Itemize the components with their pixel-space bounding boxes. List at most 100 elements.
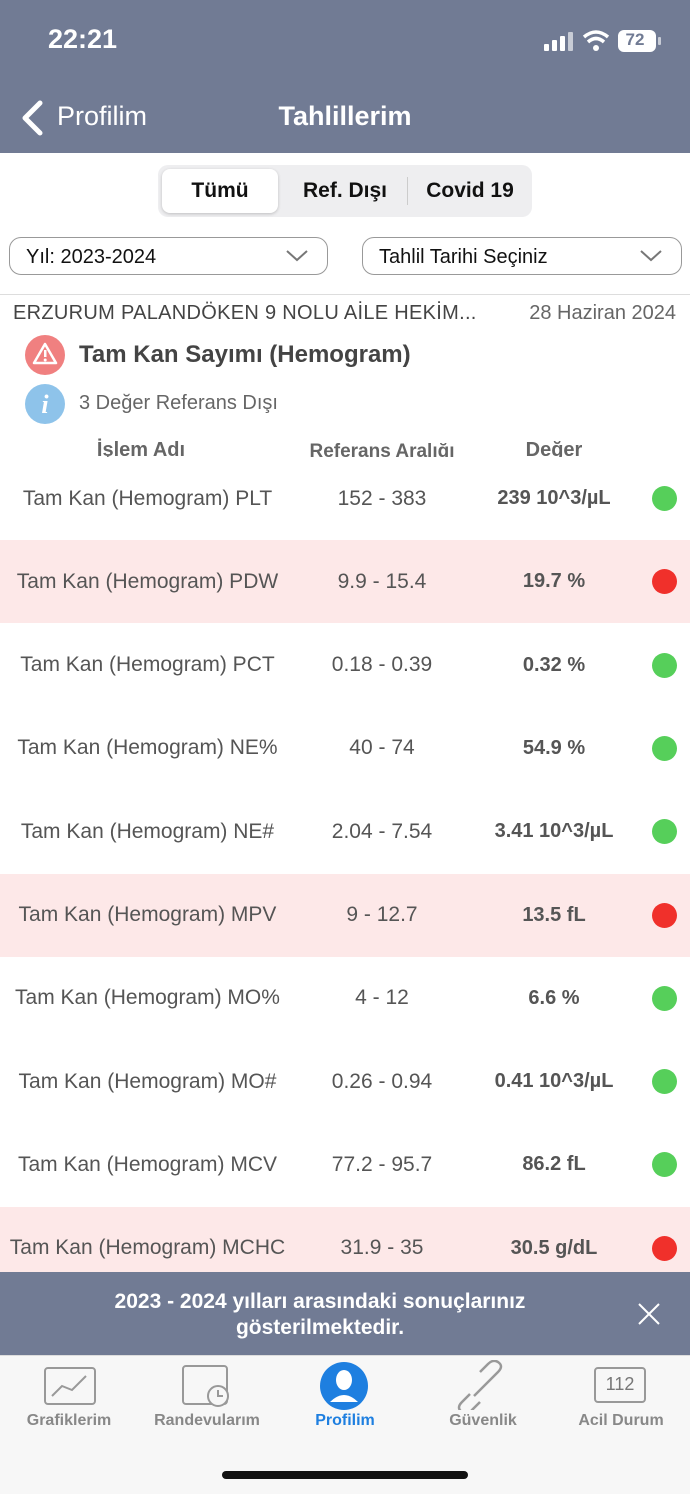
status-dot [652,652,677,678]
status-dot [652,902,677,928]
parameter-name: Tam Kan (Hemogram) PCT [20,653,275,677]
result-row[interactable]: Tam Kan (Hemogram) PDW 9.9 - 15.4 19.7 % [0,540,690,624]
test-parameter: Tam Kan (Hemogram) MCV [5,1123,290,1206]
test-parameter: Tam Kan (Hemogram) MCHC [5,1207,290,1272]
result-value: 3.41 10^3/µL [494,820,614,843]
result-row[interactable]: Tam Kan (Hemogram) MCHC 31.9 - 35 30.5 g/d… [0,1206,690,1272]
parameter-name: Tam Kan (Hemogram) NE% [17,736,278,760]
reference-range: 0.26 - 0.94 [331,1069,433,1093]
reference-range: 4 - 12 [355,986,409,1010]
result-value: 30.5 g/dL [510,1236,598,1259]
test-parameter: Tam Kan (Hemogram) MO# [5,1040,290,1123]
header-bar [0,0,690,153]
reference-range: 0.18 - 0.39 [331,653,433,677]
year-dropdown[interactable]: Yıl: 2023-2024 [9,237,328,275]
test-parameter: Tam Kan (Hemogram) MPV [5,874,290,957]
column-header: Değer [525,439,583,461]
out-of-range-note: 3 Değer Referans Dışı [79,392,278,414]
result-row[interactable]: Tam Kan (Hemogram) NE# 2.04 - 7.54 3.41 10… [0,790,690,874]
reference-range: 40 - 74 [349,736,415,760]
parameter-name: Tam Kan (Hemogram) PDW [16,569,279,593]
result-row[interactable]: Tam Kan (Hemogram) NE% 40 - 74 54.9 % [0,706,690,790]
back-button[interactable]: Profilim [57,101,148,131]
result-value: 239 10^3/µL [497,487,611,509]
tab-icons [44,1360,646,1410]
result-value: 6.6 % [528,986,580,1009]
page-title: Tahlillerim [278,101,412,131]
result-row[interactable]: Tam Kan (Hemogram) MO% 4 - 12 6.6 % [0,956,690,1040]
status-dot [652,569,677,595]
result-value: 13.5 fL [522,903,586,926]
result-row[interactable]: Tam Kan (Hemogram) PCT 0.18 - 0.39 0.32 % [0,623,690,707]
reference-range: 77.2 - 95.7 [331,1152,433,1176]
parameter-name: Tam Kan (Hemogram) MPV [18,903,277,926]
reference-range: 152 - 383 [337,486,427,510]
chevron [640,250,662,262]
parameter-name: Tam Kan (Hemogram) MCHC [9,1236,286,1260]
parameter-name: Tam Kan (Hemogram) MO# [18,1069,277,1093]
tab-item[interactable]: Acil Durum [578,1412,664,1429]
tab-item[interactable]: Güvenlik [449,1412,517,1429]
result-date: 28 Haziran 2024 [529,302,676,324]
status-dot [652,985,677,1011]
test-parameter: Tam Kan (Hemogram) MO% [5,957,290,1040]
segmented-control: Tümü Ref. Dışı Covid 19 [158,165,532,217]
battery-level: 72 [625,30,645,49]
result-value: 19.7 % [522,570,586,593]
result-row[interactable]: Tam Kan (Hemogram) MO# 0.26 - 0.94 0.41 10… [0,1040,690,1124]
segment-tab[interactable]: Covid 19 [426,179,514,202]
back-icon[interactable] [20,100,44,136]
status-dot [652,1235,677,1261]
segment-tab[interactable]: Ref. Dışı [302,179,388,202]
result-value: 0.32 % [522,653,586,676]
segment-tab[interactable]: Tümü [162,169,278,213]
dropdown-label: Tahlil Tarihi Seçiniz [379,246,548,268]
tab-item[interactable]: Grafiklerim [26,1412,112,1429]
chevron [286,250,308,262]
status-dot [652,1069,677,1095]
svg-text:i: i [41,390,49,419]
clock: 22:21 [48,24,118,54]
tab-item[interactable]: Profilim [315,1412,375,1429]
home-indicator [222,1471,468,1479]
banner-text: 2023 - 2024 yılları arasındaki sonuçları… [114,1290,526,1339]
test-parameter: Tam Kan (Hemogram) NE% [5,707,290,790]
reference-range: 9 - 12.7 [346,903,418,926]
date-dropdown[interactable]: Tahlil Tarihi Seçiniz [362,237,682,275]
column-header: Referans Aralığı [309,441,455,462]
reference-range: 31.9 - 35 [340,1236,424,1260]
status-dot [652,819,677,845]
parameter-name: Tam Kan (Hemogram) PLT [22,486,273,510]
status-dot [652,1152,677,1178]
reference-range: 2.04 - 7.54 [331,819,433,843]
test-parameter: Tam Kan (Hemogram) NE# [5,790,290,873]
test-parameter: Tam Kan (Hemogram) PDW [5,540,290,623]
close-button[interactable] [637,1302,661,1326]
institution: ERZURUM PALANDÖKEN 9 NOLU AİLE HEKİM... [13,302,477,324]
result-row[interactable]: Tam Kan (Hemogram) PLT 152 - 383 239 10^3/… [0,457,690,540]
emergency-icon-text: 112 [605,1374,635,1394]
status-icons [544,30,661,52]
status-dot [652,735,677,761]
parameter-name: Tam Kan (Hemogram) MCV [17,1152,278,1176]
result-value: 0.41 10^3/µL [494,1070,614,1093]
result-row[interactable]: Tam Kan (Hemogram) MCV 77.2 - 95.7 86.2 fL [0,1123,690,1207]
dropdown-label: Yıl: 2023-2024 [26,246,157,268]
result-value: 54.9 % [522,736,586,759]
status-dot [652,486,677,511]
test-parameter: Tam Kan (Hemogram) PLT [5,457,290,540]
result-value: 86.2 fL [522,1153,586,1176]
results-table: Tam Kan (Hemogram) PLT 152 - 383 239 10^3/… [0,457,690,1272]
info-banner: 2023 - 2024 yılları arasındaki sonuçları… [0,1272,690,1355]
info-icon: i [25,384,65,424]
result-row[interactable]: Tam Kan (Hemogram) MPV 9 - 12.7 13.5 fL [0,873,690,957]
tab-item[interactable]: Randevularım [154,1412,260,1429]
parameter-name: Tam Kan (Hemogram) MO% [15,986,280,1010]
column-header: İşlem Adı [96,439,186,461]
test-parameter: Tam Kan (Hemogram) PCT [5,624,290,707]
warning-icon [25,335,65,375]
test-name: Tam Kan Sayımı (Hemogram) [79,341,411,368]
parameter-name: Tam Kan (Hemogram) NE# [20,819,275,843]
reference-range: 9.9 - 15.4 [337,569,427,593]
